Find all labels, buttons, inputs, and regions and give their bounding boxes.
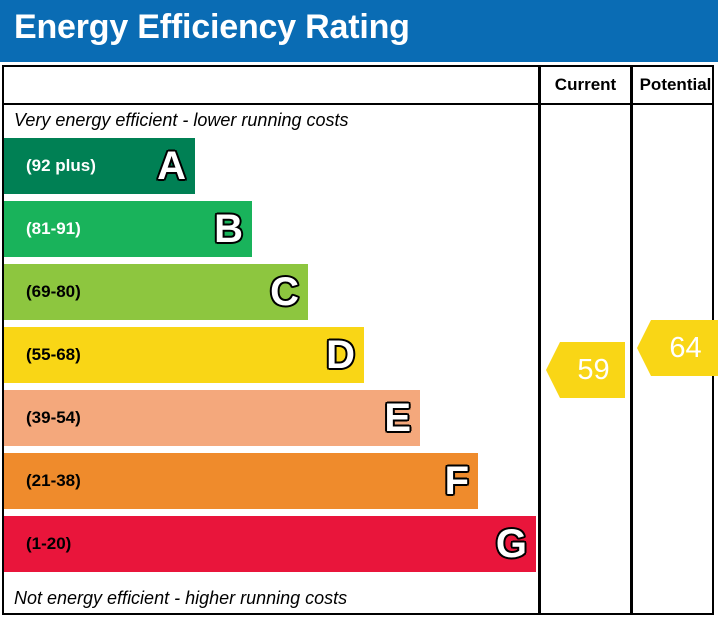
- band-letter-b: B: [213, 207, 245, 251]
- rating-value-current: 59: [577, 353, 610, 386]
- band-range-label: (92 plus): [26, 156, 96, 175]
- band-letter-c: C: [269, 270, 301, 314]
- rating-arrow-potential: 64: [637, 320, 718, 376]
- band-letter-d: D: [325, 333, 357, 377]
- rating-value-potential: 64: [669, 331, 702, 364]
- caption-bottom: Not energy efficient - higher running co…: [14, 588, 348, 608]
- band-range-label: (1-20): [26, 534, 72, 553]
- band-range-label: (21-38): [26, 471, 81, 490]
- column-header-current: Current: [554, 75, 617, 94]
- rating-arrow-current: 59: [546, 342, 625, 398]
- band-range-label: (81-91): [26, 219, 81, 238]
- rating-band-b: (81-91) B: [4, 201, 252, 257]
- band-letter-f: F: [443, 459, 470, 503]
- band-range-label: (55-68): [26, 345, 81, 364]
- rating-band-a: (92 plus) A: [4, 138, 195, 194]
- band-letter-e: E: [383, 396, 413, 440]
- caption-top: Very energy efficient - lower running co…: [14, 110, 349, 130]
- column-header-potential: Potential: [639, 75, 712, 94]
- rating-band-f: (21-38) F: [4, 453, 478, 509]
- rating-band-d: (55-68) D: [4, 327, 364, 383]
- rating-band-c: (69-80) C: [4, 264, 308, 320]
- band-letter-a: A: [156, 144, 188, 188]
- rating-band-e: (39-54) E: [4, 390, 420, 446]
- column-divider-potential: [630, 65, 633, 615]
- header-row-separator: [2, 103, 714, 105]
- band-range-label: (69-80): [26, 282, 81, 301]
- band-range-label: (39-54): [26, 408, 81, 427]
- band-letter-g: G: [494, 522, 528, 566]
- page-title: Energy Efficiency Rating: [14, 8, 410, 46]
- column-divider-current: [538, 65, 541, 615]
- rating-band-g: (1-20) G: [4, 516, 536, 572]
- chart-title-bar: Energy Efficiency Rating: [0, 0, 718, 62]
